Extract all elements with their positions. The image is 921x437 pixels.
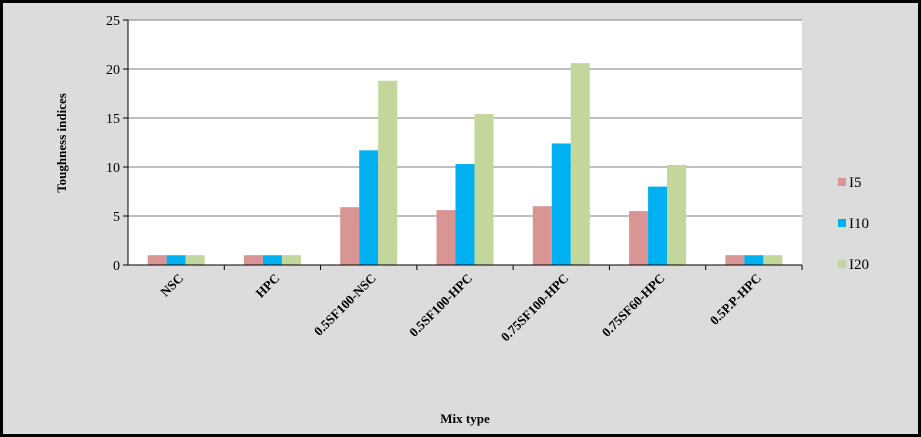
y-tick-label: 5	[113, 210, 120, 225]
bar-i20-0	[185, 255, 205, 265]
bar-i10-5	[648, 186, 668, 265]
x-tick-labels: NSC HPC 0.5SF100-NSC 0.5SF100-HPC 0.75SF100-…	[157, 265, 803, 345]
bar-i20-1	[281, 255, 301, 265]
bars	[147, 63, 783, 266]
y-axis-label: Toughness indices	[54, 93, 69, 193]
x-axis-label: Mix type	[440, 411, 490, 426]
bar-i5-5	[629, 211, 649, 265]
y-tick-labels: 0 5 10 15 20 25	[106, 14, 128, 274]
bar-i10-2	[359, 150, 379, 265]
x-tick-label: NSC	[157, 271, 186, 300]
legend: I5 I10 I20	[838, 175, 869, 273]
bar-i5-3	[436, 210, 456, 265]
x-tick-label: 0.75SF60-HPC	[599, 271, 668, 340]
bar-i10-4	[551, 143, 571, 265]
legend-label-i10: I10	[849, 216, 869, 232]
bar-i10-6	[744, 255, 764, 265]
legend-label-i5: I5	[849, 175, 862, 191]
bar-i5-6	[725, 255, 745, 265]
y-tick-label: 10	[106, 161, 120, 176]
legend-swatch-i5	[838, 178, 846, 186]
bar-i5-2	[340, 207, 360, 265]
y-tick-label: 20	[106, 63, 120, 78]
legend-swatch-i10	[838, 219, 846, 227]
y-tick-label: 15	[106, 112, 120, 127]
legend-swatch-i20	[838, 260, 846, 268]
bar-i5-0	[147, 255, 167, 265]
x-tick-label: HPC	[253, 271, 283, 301]
axes	[127, 20, 802, 266]
bar-i20-3	[474, 114, 494, 265]
bar-i5-1	[243, 255, 263, 265]
y-tick-label: 25	[106, 14, 120, 29]
bar-i20-2	[378, 80, 398, 265]
bar-i10-1	[262, 255, 282, 265]
x-tick-label: 0.5SF100-HPC	[406, 271, 475, 340]
x-tick-label: 0.75SF100-HPC	[498, 271, 572, 345]
bar-i20-5	[667, 165, 687, 265]
legend-label-i20: I20	[849, 257, 869, 273]
bar-i5-4	[532, 206, 552, 265]
bar-i10-0	[166, 255, 186, 265]
bar-i20-6	[763, 255, 783, 265]
x-tick-label: 0.5SF100-NSC	[311, 271, 379, 339]
x-tick-label: 0.5P.P-HPC	[707, 271, 764, 328]
bar-i20-4	[570, 63, 590, 266]
y-tick-label: 0	[113, 259, 120, 274]
bar-i10-3	[455, 164, 475, 265]
